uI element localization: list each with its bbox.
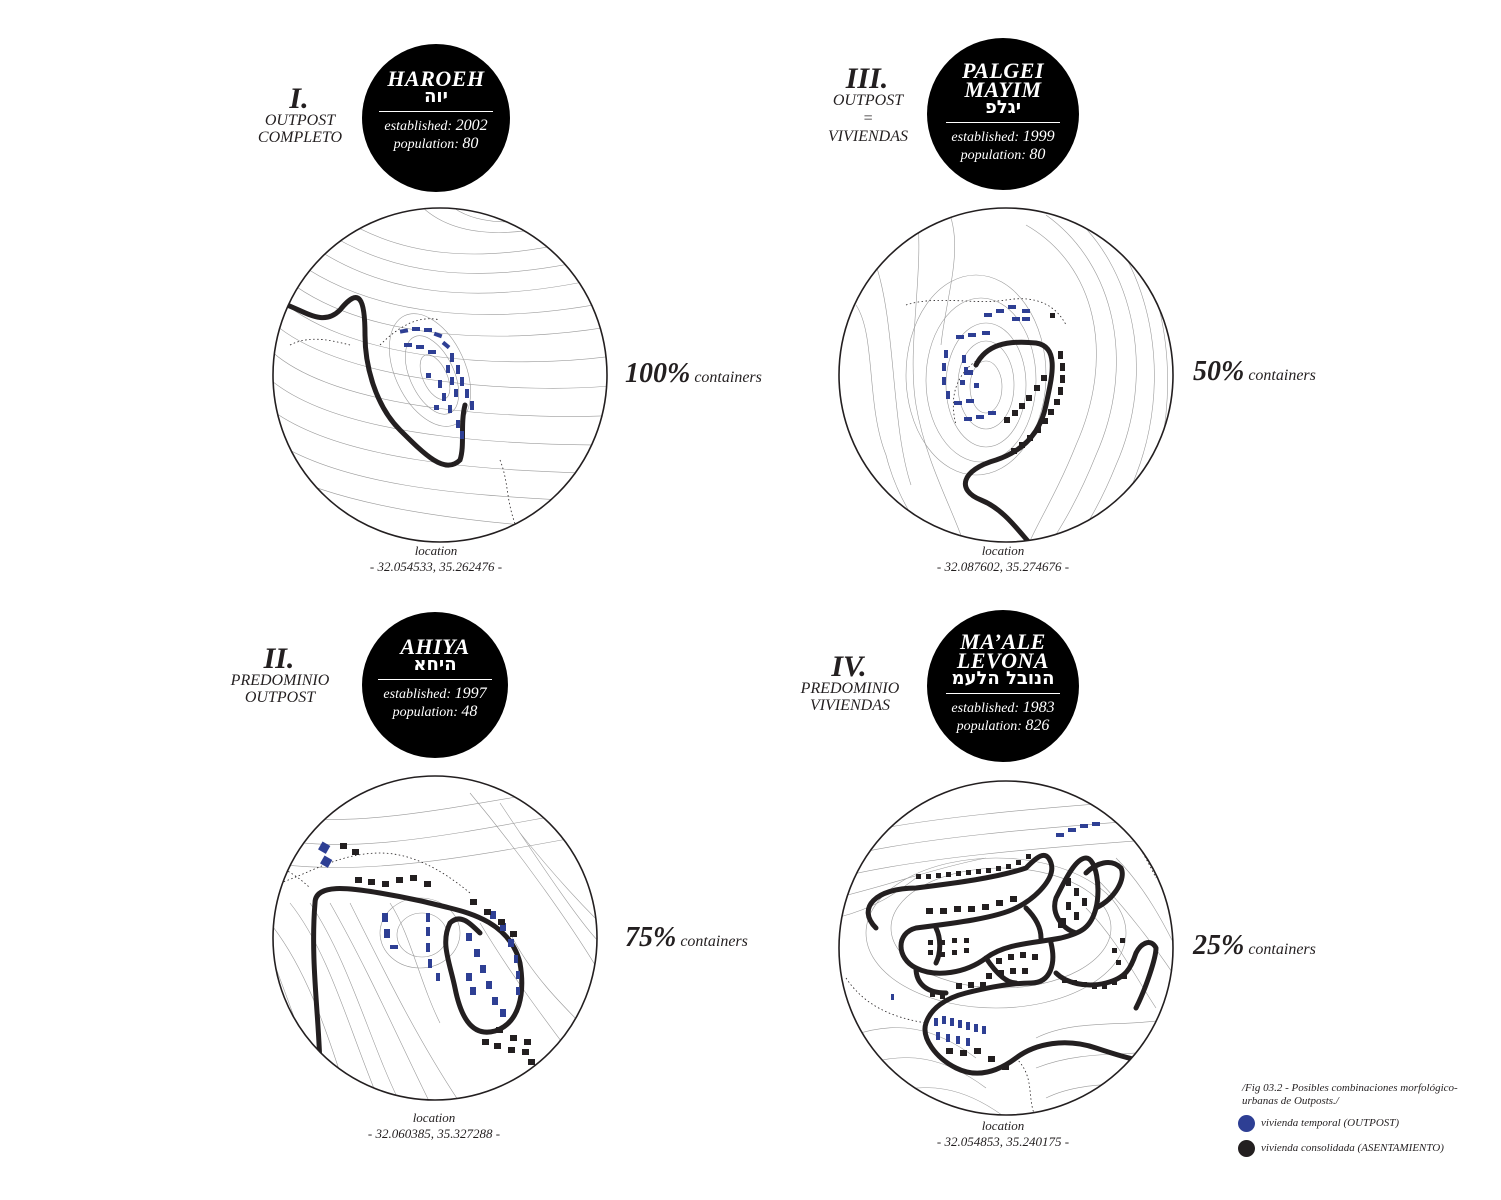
map-boundary [272,207,608,543]
established-year: 2002 [455,117,488,134]
container-percentage: 50% containers [1193,356,1316,388]
figure-caption: /Fig 03.2 - Posibles combinaciones morfo… [1242,1082,1458,1107]
legend-swatch-outpost [1238,1114,1255,1132]
population-label: population: [956,719,1022,734]
case-numeral: II. [263,642,295,675]
established-label: established: [384,119,453,134]
badge-divider [378,679,492,680]
percentage-unit: containers [1248,941,1316,958]
established-year: 1999 [1022,128,1055,145]
outpost-units [942,305,1030,421]
established-label: established: [383,687,452,702]
percentage-unit: containers [694,369,762,386]
percentage-value: 75% [625,922,677,953]
settlement-badge: AHIYA היחא established: 1997 population:… [362,612,508,758]
settlement-hebrew-name: הנובל הלעמ [951,668,1055,689]
legend-item-outpost: vivienda temporal (OUTPOST) [1238,1114,1399,1132]
roads [905,298,1067,542]
location-block: location - 32.054533, 35.262476 - [326,543,546,575]
settlement-hebrew-name: יגלפ [984,97,1022,118]
outpost-units [399,327,474,439]
population-label: population: [393,137,459,152]
location-label: location [414,543,458,558]
roads [273,295,521,536]
location-coordinates: - 32.054853, 35.240175 - [936,1134,1070,1149]
case-type-line: PREDOMINIO [230,672,330,689]
legend-swatch-settlement [1238,1139,1255,1157]
map-circle-haroeh [272,207,608,543]
map-boundary [838,207,1174,543]
settlement-units [916,854,1127,1070]
roads [865,852,1173,1076]
case-type-line: OUTPOST [264,112,336,129]
badge-divider [379,111,493,112]
settlement-name: PALGEI [961,58,1045,83]
percentage-value: 100% [625,358,691,389]
percentage-value: 50% [1193,356,1245,387]
location-block: location - 32.087602, 35.274676 - [893,543,1113,575]
case-numeral: IV. [831,650,867,683]
settlement-badge: PALGEI MAYIM יגלפ established: 1999 popu… [927,38,1079,190]
case-type-line: VIVIENDAS [810,697,890,714]
location-block: location - 32.060385, 35.327288 - [324,1110,544,1142]
map-circle-palgei-mayim [838,207,1174,543]
population-value: 80 [1029,146,1046,163]
case-type-line: VIVIENDAS [828,128,908,145]
population-value: 826 [1025,717,1050,734]
location-coordinates: - 32.054533, 35.262476 - [369,559,503,574]
settlement-name: MA’ALE [960,629,1046,654]
settlement-units [340,843,535,1065]
map-circle-maale-levona [838,780,1174,1116]
population-value: 48 [461,703,478,720]
location-coordinates: - 32.060385, 35.327288 - [367,1126,501,1141]
population-value: 80 [462,135,479,152]
settlement-name: HAROEH [387,66,485,91]
established-label: established: [951,130,1020,145]
location-block: location - 32.054853, 35.240175 - [893,1118,1113,1150]
percentage-unit: containers [1248,367,1316,384]
outpost-units [318,841,520,1017]
case-type-line: OUTPOST [832,92,904,109]
settlement-name: AHIYA [400,634,470,659]
location-label: location [981,1118,1025,1133]
map-boundary [838,780,1174,1116]
legend-label: vivienda consolidada (ASENTAMIENTO) [1261,1142,1444,1154]
outpost-units [891,822,1100,1046]
contour-lines [273,782,597,1100]
location-label: location [412,1110,456,1125]
case-type-line: OUTPOST [244,689,316,706]
settlement-name: LEVONA [956,648,1050,673]
settlement-badge: HAROEH יוה established: 2002 population:… [362,44,510,192]
trails [845,817,1157,1115]
case-type-line: PREDOMINIO [800,680,900,697]
case-type-line: COMPLETO [257,129,343,146]
case-numeral: III. [845,62,889,95]
case-numeral: I. [289,82,309,115]
contour-lines [855,208,1173,542]
settlement-units [1004,313,1065,454]
container-percentage: 75% containers [625,922,748,954]
settlement-hebrew-name: יוה [424,86,448,107]
legend-item-settlement: vivienda consolidada (ASENTAMIENTO) [1238,1139,1444,1157]
container-percentage: 100% containers [625,358,762,390]
percentage-unit: containers [680,933,748,950]
badge-divider [946,693,1060,694]
established-year: 1983 [1022,699,1055,716]
established-year: 1997 [454,685,487,702]
location-label: location [981,543,1025,558]
legend-label: vivienda temporal (OUTPOST) [1261,1117,1400,1129]
population-label: population: [392,705,458,720]
map-circle-ahiya [272,775,598,1101]
case-type-line: = [862,110,874,127]
established-label: established: [951,701,1020,716]
location-coordinates: - 32.087602, 35.274676 - [936,559,1070,574]
settlement-hebrew-name: היחא [413,654,457,675]
percentage-value: 25% [1193,930,1245,961]
badge-divider [946,122,1060,123]
settlement-badge: MA’ALE LEVONA הנובל הלעמ established: 19… [927,610,1079,762]
population-label: population: [960,148,1026,163]
settlement-name: MAYIM [964,77,1042,102]
container-percentage: 25% containers [1193,930,1316,962]
map-boundary [272,775,598,1101]
